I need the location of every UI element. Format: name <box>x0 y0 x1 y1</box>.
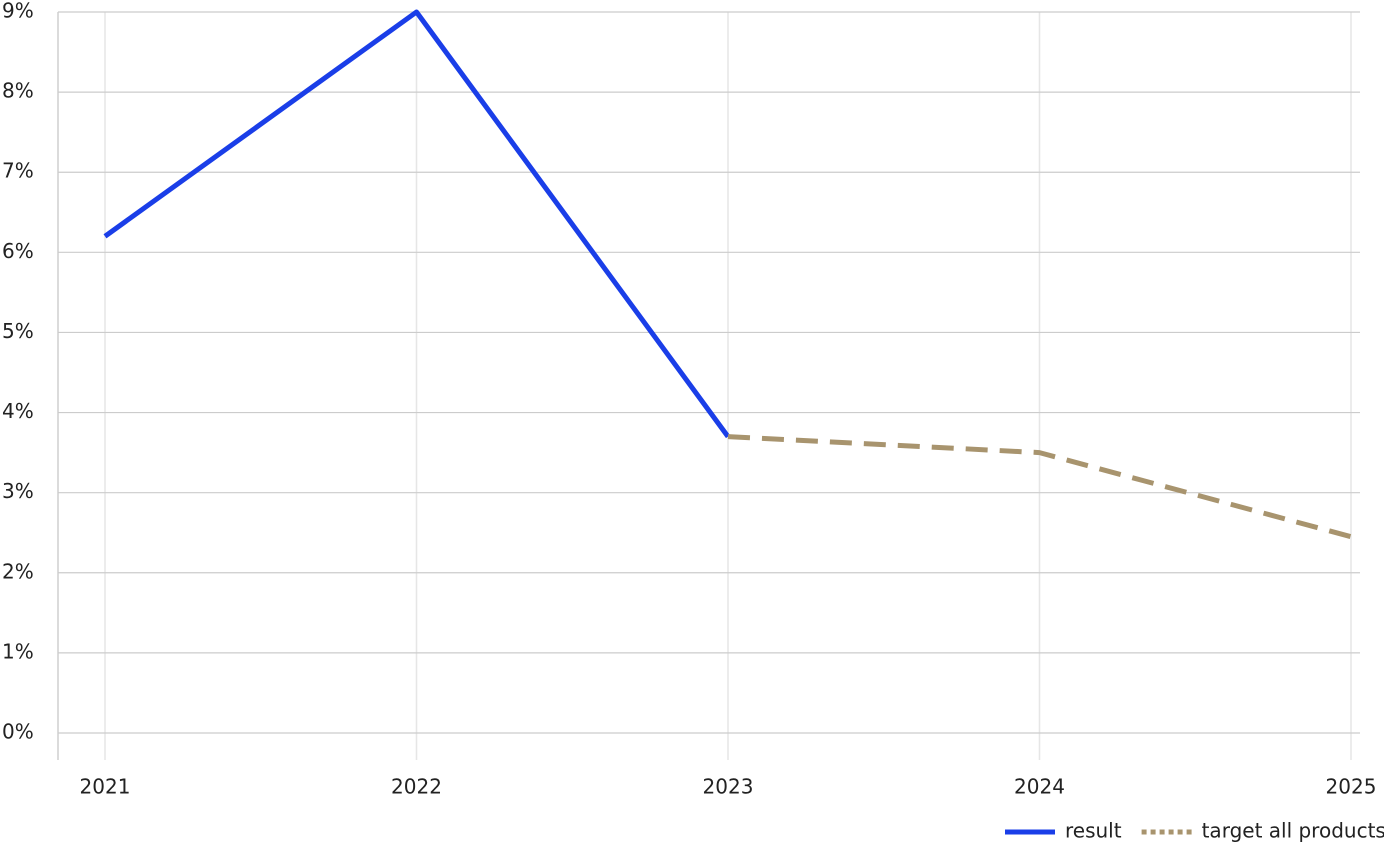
x-tick-label: 2021 <box>80 775 131 799</box>
x-tick-label: 2024 <box>1014 775 1065 799</box>
y-tick-label: 2% <box>2 559 34 583</box>
x-tick-label: 2025 <box>1326 775 1377 799</box>
y-tick-label: 3% <box>2 479 34 503</box>
y-tick-label: 1% <box>2 639 34 663</box>
x-tick-label: 2022 <box>391 775 442 799</box>
series-line <box>727 434 1352 540</box>
x-tick-label: 2023 <box>703 775 754 799</box>
y-tick-label: 9% <box>2 0 34 23</box>
y-tick-label: 6% <box>2 239 34 263</box>
y-tick-label: 4% <box>2 399 34 423</box>
legend-label: result <box>1065 819 1122 843</box>
y-tick-label: 8% <box>2 79 34 103</box>
y-tick-label: 5% <box>2 319 34 343</box>
series-line <box>103 9 731 439</box>
legend-label: target all products <box>1202 819 1384 843</box>
y-tick-label: 0% <box>2 720 34 744</box>
y-tick-label: 7% <box>2 159 34 183</box>
